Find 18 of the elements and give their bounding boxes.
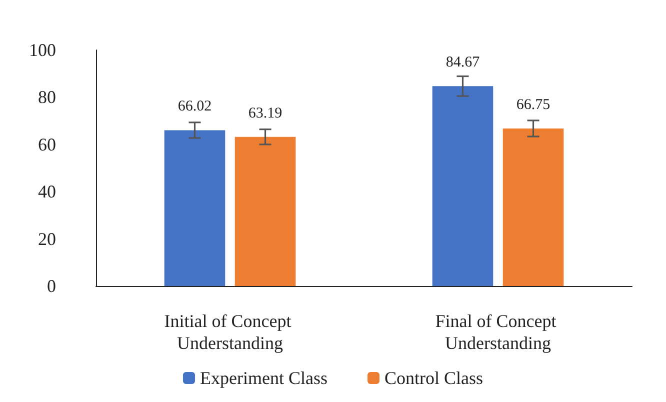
bar	[234, 136, 296, 286]
y-tick-label: 100	[29, 40, 56, 60]
data-label: 63.19	[248, 105, 282, 122]
data-label: 66.02	[178, 98, 212, 115]
y-tick-label: 0	[47, 276, 56, 296]
bar	[164, 130, 226, 286]
y-tick-label: 20	[38, 228, 56, 249]
legend-label: Experiment Class	[200, 368, 328, 388]
x-tick-label: Initial of Concept Understanding	[164, 311, 296, 353]
y-tick-label: 80	[38, 87, 56, 108]
legend-label: Control Class	[384, 368, 483, 388]
y-tick-label: 40	[38, 182, 56, 202]
x-tick-label: Final of Concept Understanding	[435, 311, 561, 353]
bar	[432, 86, 494, 286]
data-label: 66.75	[516, 96, 550, 113]
y-tick-label: 60	[38, 134, 56, 154]
bar	[502, 128, 564, 286]
data-label: 84.67	[446, 54, 480, 71]
